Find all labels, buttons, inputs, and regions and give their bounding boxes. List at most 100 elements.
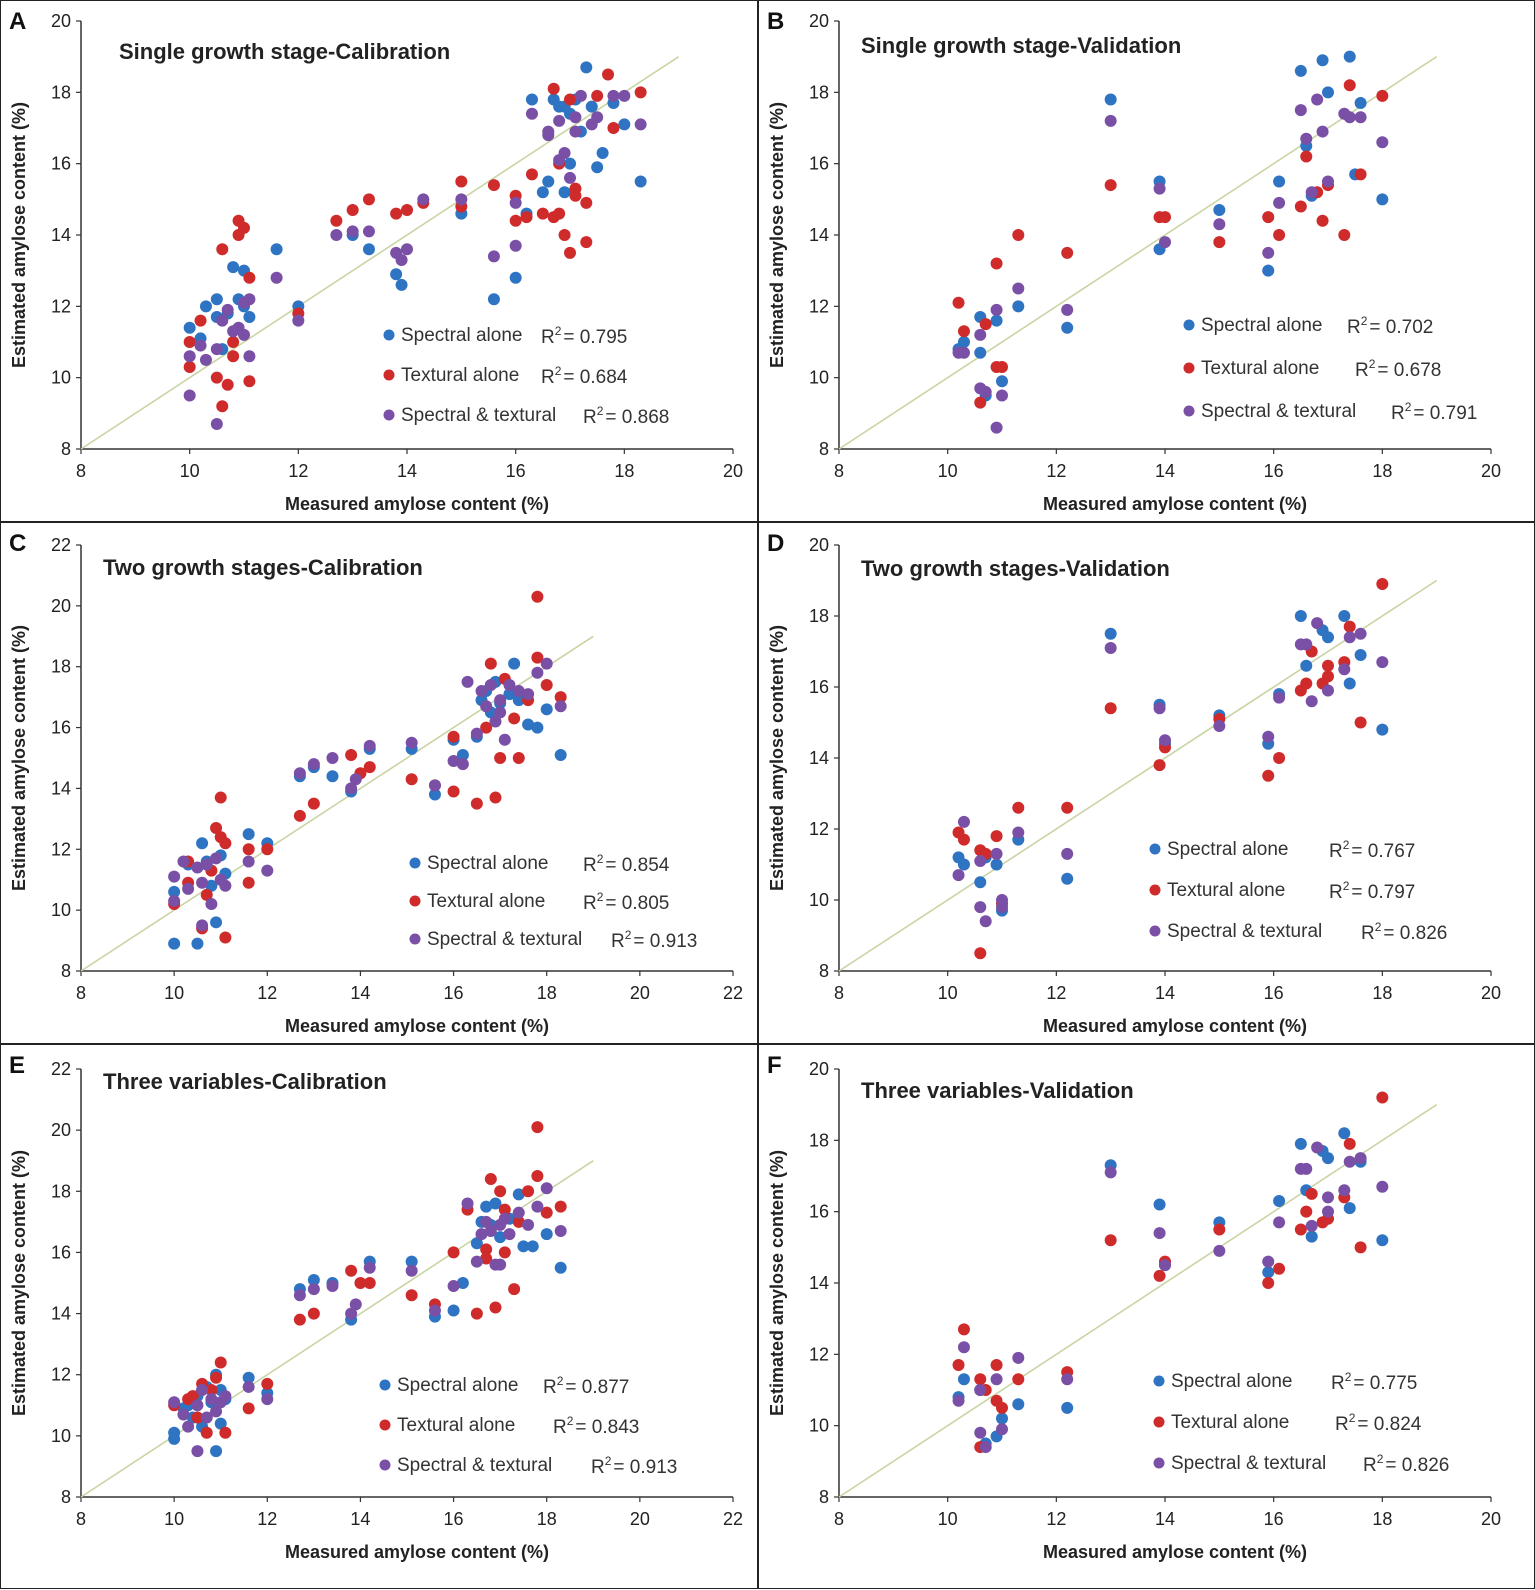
data-point xyxy=(990,303,1003,316)
data-point xyxy=(470,727,483,740)
y-tick-label: 20 xyxy=(51,596,71,616)
legend-label: Textural alone xyxy=(397,1415,515,1436)
data-point xyxy=(494,1185,507,1198)
x-tick-label: 8 xyxy=(76,1509,86,1529)
data-point xyxy=(602,68,615,81)
data-point xyxy=(974,901,987,914)
data-point xyxy=(618,118,631,131)
data-point xyxy=(349,1298,362,1311)
panel-d: D 8 10 12 14 16 18 20 8 10 12 14 16 18 20 Measured amyl… xyxy=(758,522,1535,1044)
data-point xyxy=(957,1341,970,1354)
data-point xyxy=(199,353,212,366)
data-point xyxy=(219,1426,232,1439)
r-squared-label: R2 = 0.797 xyxy=(1329,879,1415,903)
data-point xyxy=(1153,1227,1166,1240)
data-point xyxy=(542,175,555,188)
data-point xyxy=(1273,175,1286,188)
x-tick-label: 20 xyxy=(1481,461,1501,481)
x-axis-label: Measured amylose content (%) xyxy=(1043,494,1307,514)
data-point xyxy=(558,229,571,241)
scatter-chart-f: F 8 10 12 14 16 18 20 8 10 12 14 16 18 20 Measured amyl… xyxy=(767,1052,1501,1562)
scatter-chart-e: E 8 10 12 14 16 18 20 22 8 10 12 14 16 18 20 22 Measured … xyxy=(9,1052,743,1562)
legend-marker xyxy=(383,329,395,341)
data-point xyxy=(1262,246,1275,259)
x-tick-label: 12 xyxy=(1046,983,1066,1003)
data-point xyxy=(1354,111,1367,124)
data-point xyxy=(634,118,647,131)
data-point xyxy=(183,336,196,348)
data-point xyxy=(1262,769,1275,782)
data-point xyxy=(194,339,207,352)
data-point xyxy=(242,1402,255,1415)
data-point xyxy=(307,1307,320,1320)
data-point xyxy=(362,225,375,238)
series-textural-alone xyxy=(952,1091,1389,1454)
data-point xyxy=(1338,1127,1351,1140)
scatter-chart-a: A 8 10 12 14 16 18 20 8 10 12 14 16 18 20 Measured amyl… xyxy=(9,8,743,514)
series-spectral-textural xyxy=(952,93,1389,434)
data-point xyxy=(1159,236,1171,249)
data-point xyxy=(569,111,582,124)
data-point xyxy=(191,1399,204,1412)
data-point xyxy=(470,1255,483,1268)
data-point xyxy=(536,207,549,220)
data-point xyxy=(480,1215,493,1228)
data-point xyxy=(1300,1162,1313,1175)
data-point xyxy=(494,706,507,719)
data-point xyxy=(456,1277,469,1289)
y-tick-label: 12 xyxy=(809,296,829,316)
data-point xyxy=(1273,691,1286,704)
data-point xyxy=(498,733,511,746)
x-tick-label: 18 xyxy=(1372,983,1392,1003)
panel-letter: F xyxy=(767,1052,782,1079)
y-tick-label: 8 xyxy=(819,1487,829,1507)
data-point xyxy=(405,1255,418,1268)
legend-marker xyxy=(409,895,421,907)
data-point xyxy=(480,700,493,713)
data-point xyxy=(346,225,359,238)
data-point xyxy=(990,314,1003,327)
scatter-chart-d: D 8 10 12 14 16 18 20 8 10 12 14 16 18 20 Measured amyl… xyxy=(767,530,1501,1036)
data-point xyxy=(470,1307,483,1320)
y-tick-label: 12 xyxy=(51,296,71,316)
data-point xyxy=(996,1423,1008,1436)
panel-letter: C xyxy=(9,530,26,557)
data-point xyxy=(219,931,232,944)
data-point xyxy=(1322,1191,1334,1204)
r-squared-label: R2 = 0.767 xyxy=(1329,838,1415,862)
y-tick-label: 8 xyxy=(819,961,829,981)
data-point xyxy=(540,1206,553,1219)
data-point xyxy=(1262,264,1275,277)
r-squared-label: R2 = 0.843 xyxy=(553,1414,639,1438)
data-point xyxy=(168,1396,181,1409)
y-axis-label: Estimated amylose content (%) xyxy=(767,1150,787,1416)
data-point xyxy=(564,157,576,170)
x-tick-label: 10 xyxy=(938,461,958,481)
data-point xyxy=(242,1371,255,1384)
data-point xyxy=(531,666,544,679)
data-point xyxy=(405,1264,418,1277)
data-point xyxy=(1273,752,1286,764)
r-squared-label: R2 = 0.826 xyxy=(1363,1452,1449,1476)
data-point xyxy=(214,1417,227,1430)
data-point xyxy=(1376,1180,1389,1193)
data-point xyxy=(484,1225,497,1238)
data-point xyxy=(307,797,320,810)
data-point xyxy=(957,346,970,359)
data-point xyxy=(227,336,240,348)
data-point xyxy=(1311,1141,1324,1154)
x-tick-label: 12 xyxy=(257,983,277,1003)
panel-letter: A xyxy=(9,8,26,35)
data-point xyxy=(542,125,555,138)
data-point xyxy=(503,688,516,701)
y-tick-label: 10 xyxy=(809,890,829,910)
data-point xyxy=(363,739,376,752)
x-tick-label: 20 xyxy=(723,461,743,481)
y-tick-label: 20 xyxy=(51,11,71,31)
data-point xyxy=(996,1412,1008,1425)
legend-label: Spectral & textural xyxy=(1171,1453,1326,1474)
data-point xyxy=(1012,282,1025,295)
data-point xyxy=(522,688,535,701)
data-point xyxy=(1294,610,1307,622)
data-point xyxy=(996,375,1008,388)
